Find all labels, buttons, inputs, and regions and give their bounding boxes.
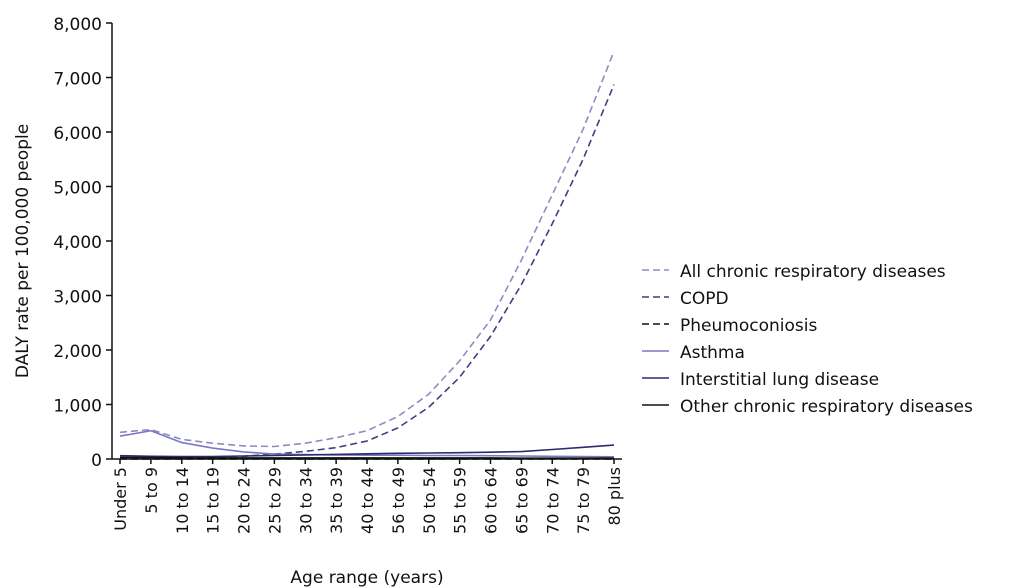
y-axis-label: DALY rate per 100,000 people — [13, 124, 33, 378]
legend-item-interstitial-lung-disease: Interstitial lung disease — [642, 370, 879, 390]
x-tick-label: Under 5 — [111, 467, 130, 531]
series-line-other-chronic-respiratory-diseases — [119, 456, 614, 460]
x-tick-label: 70 to 74 — [543, 467, 562, 534]
y-axis-ticks: 0 1,000 2,000 3,000 4,000 5,000 6,000 7,000 8,00… — [53, 15, 112, 471]
x-tick-label: 20 to 24 — [235, 467, 254, 534]
legend-label: COPD — [680, 289, 729, 309]
x-tick-label: 5 to 9 — [142, 467, 161, 514]
series-line-asthma — [119, 429, 615, 458]
y-tick-label: 2,000 — [53, 342, 102, 362]
y-tick-label: 6,000 — [53, 124, 102, 144]
series-line-interstitial-lung-disease — [119, 444, 615, 458]
axes — [111, 23, 622, 460]
x-tick-label: 65 to 69 — [512, 467, 531, 534]
legend-item-asthma: Asthma — [642, 343, 745, 363]
x-axis-label: Age range (years) — [290, 568, 443, 587]
y-tick-label: 3,000 — [53, 288, 102, 308]
legend-item-all-chronic-respiratory-diseases: All chronic respiratory diseases — [642, 262, 946, 282]
y-tick-label: 8,000 — [53, 15, 102, 35]
x-tick-label: 80 plus — [605, 467, 624, 526]
legend-item-copd: COPD — [642, 289, 729, 309]
x-tick-label: 60 to 64 — [482, 467, 501, 534]
y-tick-label: 0 — [91, 451, 102, 471]
x-tick-label: 25 to 29 — [265, 467, 284, 534]
legend-label: Asthma — [680, 343, 745, 363]
x-tick-label: 35 to 39 — [327, 467, 346, 534]
x-tick-label: 50 to 54 — [420, 467, 439, 534]
legend-item-other-chronic-respiratory-diseases: Other chronic respiratory diseases — [642, 397, 973, 417]
legend-label: Other chronic respiratory diseases — [680, 397, 973, 417]
y-tick-label: 5,000 — [53, 179, 102, 199]
x-tick-label: 56 to 49 — [389, 467, 408, 534]
legend-label: All chronic respiratory diseases — [680, 262, 946, 282]
y-tick-label: 1,000 — [53, 397, 102, 417]
y-tick-label: 4,000 — [53, 233, 102, 253]
x-tick-label: 75 to 79 — [574, 467, 593, 534]
legend-label: Pheumoconiosis — [680, 316, 817, 336]
y-tick-label: 7,000 — [53, 70, 102, 90]
x-tick-label: 40 to 44 — [358, 467, 377, 534]
x-axis-ticks: Under 5 5 to 9 10 to 14 15 to 19 20 to 24 25 … — [111, 459, 624, 534]
x-tick-label: 30 to 34 — [296, 467, 315, 534]
x-tick-label: 55 to 59 — [451, 467, 470, 534]
series-line-all-chronic-respiratory-diseases — [119, 51, 615, 448]
x-tick-label: 10 to 14 — [173, 467, 192, 534]
series-line-copd — [119, 84, 615, 459]
legend-item-pheumoconiosis: Pheumoconiosis — [642, 316, 817, 336]
series-lines — [119, 51, 615, 460]
legend: All chronic respiratory diseases COPD Pheu… — [642, 262, 973, 417]
legend-label: Interstitial lung disease — [680, 370, 879, 390]
x-tick-label: 15 to 19 — [204, 467, 223, 534]
